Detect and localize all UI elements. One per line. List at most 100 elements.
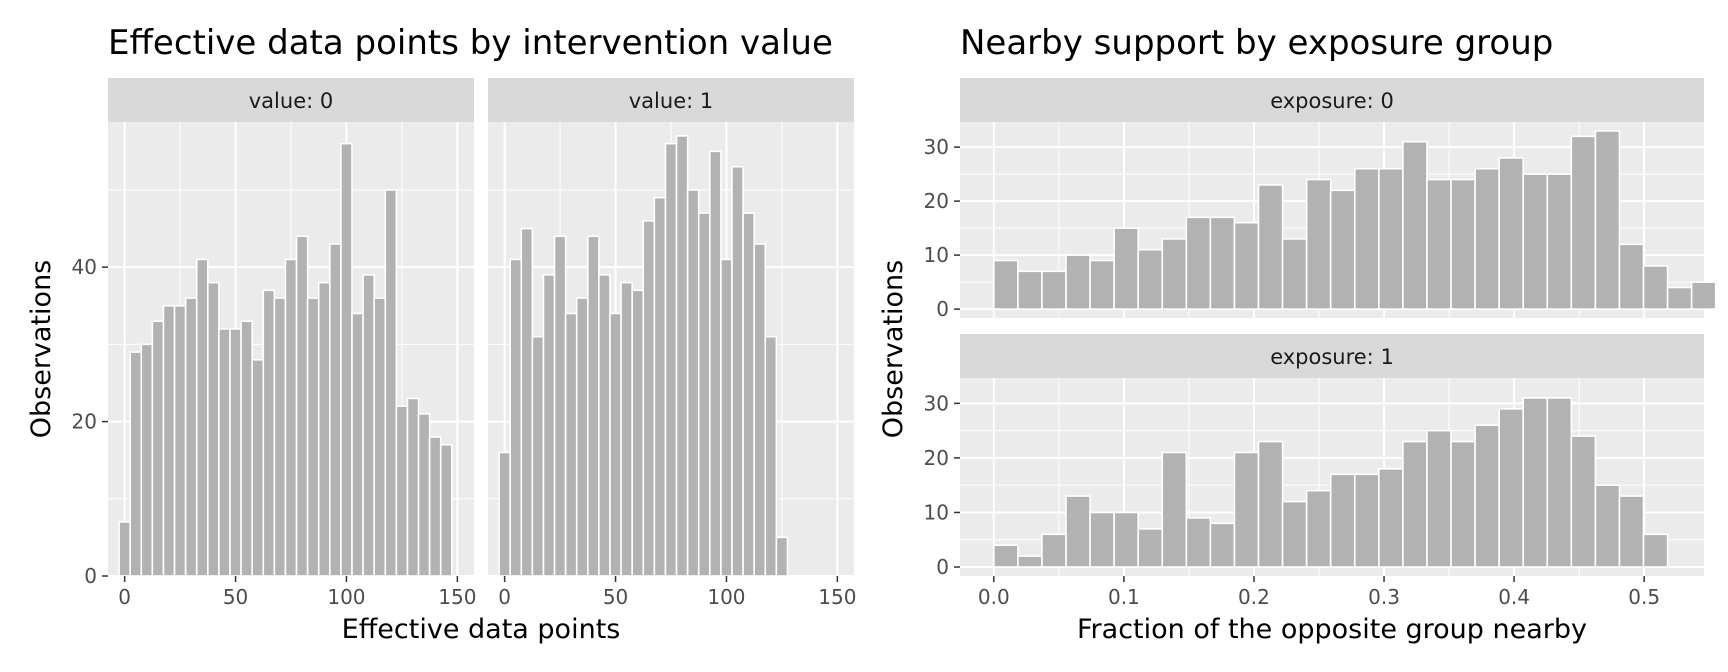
y-tick-label: 30 xyxy=(924,135,949,159)
histogram-bar xyxy=(697,212,711,577)
x-tick-label: 150 xyxy=(818,585,856,609)
left-panel-0-x-axis: 0 50 100 150 xyxy=(118,576,476,609)
histogram-bar xyxy=(1257,184,1284,310)
histogram-bar xyxy=(362,274,375,577)
histogram-bar xyxy=(384,189,398,577)
histogram-bar xyxy=(1498,157,1525,310)
left-panel-0-strip-label: value: 0 xyxy=(249,89,333,113)
right-panel-1: exposure: 1 0 10 20 30 0.0 0.1 0.2 0.3 0.4 0.5 xyxy=(924,334,1704,609)
histogram-bar xyxy=(775,536,789,577)
histogram-bar xyxy=(1233,451,1260,568)
histogram-bar xyxy=(1378,468,1404,568)
histogram-bar xyxy=(1065,495,1091,568)
histogram-bar xyxy=(1546,173,1573,310)
right-chart-y-axis-title: Observations xyxy=(878,260,909,438)
histogram-bar xyxy=(1594,484,1621,568)
histogram-bar xyxy=(520,227,534,577)
histogram-bar xyxy=(439,443,453,577)
left-chart-y-axis: 0 20 40 xyxy=(72,255,108,588)
histogram-bar xyxy=(553,235,567,577)
histogram-bar xyxy=(1041,533,1067,568)
histogram-bar xyxy=(1065,254,1091,310)
left-chart-y-axis-title: Observations xyxy=(26,260,57,438)
histogram-bar xyxy=(564,312,578,577)
histogram-bar xyxy=(395,405,409,577)
histogram-bar xyxy=(575,297,589,577)
histogram-bar xyxy=(207,281,220,577)
histogram-bar xyxy=(1474,167,1500,310)
histogram-bar xyxy=(709,150,722,577)
histogram-bar xyxy=(1642,533,1669,568)
histogram-bar xyxy=(262,289,276,577)
histogram-bar xyxy=(542,274,556,577)
left-chart-x-axis-title: Effective data points xyxy=(342,614,621,645)
y-tick-label: 10 xyxy=(924,500,949,524)
histogram-bar xyxy=(1089,259,1115,310)
x-tick-label: 0 xyxy=(118,585,131,609)
left-chart-title: Effective data points by intervention va… xyxy=(108,23,833,63)
histogram-bar xyxy=(417,413,431,577)
histogram-bar xyxy=(340,142,353,577)
histogram-bar xyxy=(1594,130,1621,310)
histogram-bar xyxy=(306,297,320,577)
histogram-bar xyxy=(1546,397,1573,568)
histogram-bar xyxy=(273,297,287,577)
y-tick-label: 0 xyxy=(936,297,949,321)
histogram-bar xyxy=(1666,286,1693,310)
histogram-bar xyxy=(1522,173,1549,310)
histogram-bar xyxy=(1426,429,1452,568)
histogram-bar xyxy=(1113,511,1139,568)
left-panel-0-strip xyxy=(108,78,474,122)
left-panel-1-strip-label: value: 1 xyxy=(629,89,713,113)
right-panel-0-strip xyxy=(960,78,1704,122)
histogram-bar xyxy=(1209,522,1236,568)
histogram-bar xyxy=(295,235,309,577)
histogram-bar xyxy=(1570,135,1597,310)
y-tick-label: 30 xyxy=(924,391,949,415)
histogram-bar xyxy=(1498,408,1525,568)
histogram-bar xyxy=(742,212,755,577)
histogram-bar xyxy=(664,142,678,577)
histogram-bar xyxy=(351,312,364,577)
x-tick-label: 50 xyxy=(603,585,628,609)
histogram-bar xyxy=(1233,221,1260,310)
histogram-bar xyxy=(140,343,154,577)
histogram-bar xyxy=(620,281,633,577)
histogram-bar xyxy=(731,165,744,577)
left-panel-1: value: 1 0 50 100 150 xyxy=(488,78,856,609)
histogram-bar xyxy=(1137,528,1164,568)
histogram-bar xyxy=(1353,167,1380,310)
x-tick-label: 0.5 xyxy=(1628,585,1660,609)
histogram-bar xyxy=(1618,243,1645,310)
histogram-bar xyxy=(151,320,165,577)
histogram-bar xyxy=(1017,270,1043,310)
histogram-bar xyxy=(1474,424,1500,568)
histogram-bar xyxy=(1017,555,1043,568)
histogram-bar xyxy=(1257,440,1284,568)
histogram-bar xyxy=(118,521,131,577)
histogram-bar xyxy=(240,320,253,577)
histogram-bar xyxy=(720,258,733,577)
y-tick-label: 0 xyxy=(84,564,97,588)
histogram-bar xyxy=(531,335,545,577)
right-panel-0-bars xyxy=(993,130,1717,310)
x-tick-label: 50 xyxy=(223,585,248,609)
histogram-bar xyxy=(229,328,242,577)
histogram-bar xyxy=(598,274,611,577)
histogram-bar xyxy=(1329,473,1356,568)
histogram-bar xyxy=(642,220,656,577)
histogram-bar xyxy=(218,328,231,577)
y-tick-label: 20 xyxy=(924,446,949,470)
histogram-bar xyxy=(1570,435,1597,568)
right-panel-1-strip-label: exposure: 1 xyxy=(1270,345,1394,369)
x-tick-label: 100 xyxy=(327,585,365,609)
histogram-bar xyxy=(993,544,1019,568)
histogram-bar xyxy=(631,289,645,577)
left-panel-0-bars xyxy=(118,142,453,577)
histogram-bar xyxy=(1089,511,1115,568)
x-tick-label: 150 xyxy=(438,585,476,609)
x-tick-label: 0 xyxy=(498,585,511,609)
histogram-bar xyxy=(1353,473,1380,568)
histogram-bar xyxy=(406,397,420,577)
histogram-bar xyxy=(1209,216,1236,310)
